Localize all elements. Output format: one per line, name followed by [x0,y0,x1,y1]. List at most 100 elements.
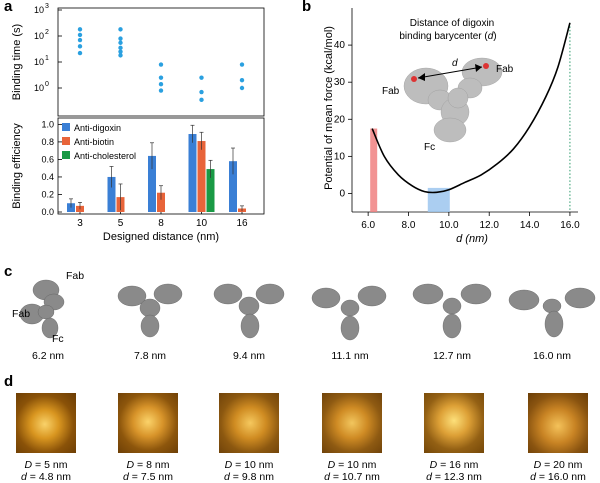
c-caption-1: 6.2 nm [31,350,65,362]
antibody-structure-icon [403,57,503,143]
bottom-ytick-label: 0.8 [41,137,54,147]
afm-caption: D = 10 nm d = 9.8 nm [209,459,289,483]
efficiency-bar [229,161,237,212]
bottom-yticks: 0.0 0.2 0.4 0.6 0.8 1.0 [41,119,62,217]
efficiency-bar [206,169,215,212]
afm-image [16,393,76,453]
binding-time-point [158,88,164,93]
pmf-xtick-label: 10.0 [439,220,459,231]
binding-time-point [199,75,204,80]
c-caption-6: 16.0 nm [533,350,571,362]
pmf-ylabel: Potential of mean force (kcal/mol) [323,26,335,190]
c-label-fab-top: Fab [66,270,85,282]
distance-arrow [417,66,483,79]
antibody-model-icon [117,283,183,338]
binding-time-point [77,27,83,32]
afm-image [118,393,178,453]
top-ytick-exponent: 3 [45,3,49,10]
afm-caption-d: d = 9.8 nm [224,471,274,483]
binding-time-point [199,97,204,103]
antibody-model-icon [311,285,387,341]
binding-time-point [158,82,164,87]
pmf-ytick-label: 40 [334,40,346,51]
legend: Anti-digoxin Anti-biotin Anti-cholestero… [62,123,136,161]
bottom-ytick-label: 0.0 [41,207,54,217]
xtick-label: 16 [236,218,248,229]
binding-efficiency-bars [67,124,246,212]
afm-caption-D: D = 10 nm [224,459,274,471]
top-plot-frame [57,7,265,117]
panel-a-xlabel: Designed distance (nm) [103,231,219,243]
binding-time-point [118,45,123,51]
top-ytick-exponent: 0 [45,81,49,88]
binding-time-point [118,53,123,58]
inset-fab-right: Fab [496,64,514,75]
top-ylabel: Binding time (s) [11,24,23,100]
pmf-ytick-label: 30 [334,77,346,88]
binding-time-point [77,32,83,38]
afm-image [322,393,382,453]
legend-swatch-digoxin [62,123,70,131]
c-label-fab-left: Fab [12,308,31,320]
top-ytick-label: 10 [34,83,44,93]
efficiency-bar [188,134,197,212]
pmf-xtick-label: 12.0 [479,220,499,231]
panel-a-chart: Binding time (s) Binding efficiency Desi… [11,3,265,243]
pmf-xtick-label: 6.0 [361,220,375,231]
afm-caption-D: D = 5 nm [24,459,68,471]
pmf-ytick-label: 10 [334,151,346,162]
top-ytick-label: 10 [34,5,44,15]
xtick-label: 3 [77,218,83,229]
c-caption-4: 11.1 nm [331,350,369,362]
pmf-xlabel: d (nm) [456,233,488,245]
inset-fab-left: Fab [382,86,400,97]
legend-cholesterol: Anti-cholesterol [74,151,136,161]
antibody-model-icon [412,283,492,339]
afm-caption-D: D = 10 nm [327,459,377,471]
binding-time-point [77,44,83,49]
bottom-ytick-label: 1.0 [41,119,54,129]
efficiency-bar [197,141,206,212]
inset-d-label: d [452,58,458,69]
c-caption-5: 12.7 nm [433,350,471,362]
panel-letter-c: c [4,263,13,280]
inset-fc: Fc [424,142,435,153]
pmf-xtick-label: 14.0 [520,220,540,231]
bottom-ytick-label: 0.2 [41,189,54,199]
legend-swatch-cholesterol [62,151,70,159]
afm-image [219,393,279,453]
panel-letter-a: a [4,0,13,15]
panel-letter-b: b [302,0,312,15]
binding-time-point [158,62,164,67]
pmf-ticks: 6.0 8.0 10.0 12.0 14.0 16.0 0 10 20 30 40 [334,40,580,231]
binding-time-point [199,89,204,95]
binding-site-left [411,76,417,82]
top-ytick-exponent: 2 [45,29,49,36]
efficiency-bar [148,155,156,212]
panel-letter-d: d [4,373,14,390]
c-label-fc: Fc [52,333,64,345]
pmf-ytick-label: 0 [339,188,345,199]
antibody-model-icon [213,283,285,339]
afm-caption-d: d = 7.5 nm [123,471,173,483]
inset-title-line1: Distance of digoxin [410,18,495,29]
binding-time-point [77,50,83,56]
binding-time-points [77,27,245,103]
inset-title-line2: binding barycenter (d) [399,31,496,42]
afm-image [528,393,588,453]
c-caption-3: 9.4 nm [232,350,266,362]
afm-caption-d: d = 12.3 nm [426,471,482,483]
binding-site-right [483,63,489,69]
afm-caption: D = 16 nm d = 12.3 nm [414,459,494,483]
c-caption-2: 7.8 nm [133,350,167,362]
afm-caption-d: d = 4.8 nm [21,471,71,483]
afm-caption: D = 8 nm d = 7.5 nm [108,459,188,483]
bottom-ylabel: Binding efficiency [11,123,23,209]
afm-caption: D = 5 nm d = 4.8 nm [6,459,86,483]
top-ytick-label: 10 [34,57,44,67]
legend-digoxin: Anti-digoxin [74,123,121,133]
binding-time-point [239,62,245,67]
arrow-head-left [418,73,425,81]
pmf-curve [371,22,571,194]
